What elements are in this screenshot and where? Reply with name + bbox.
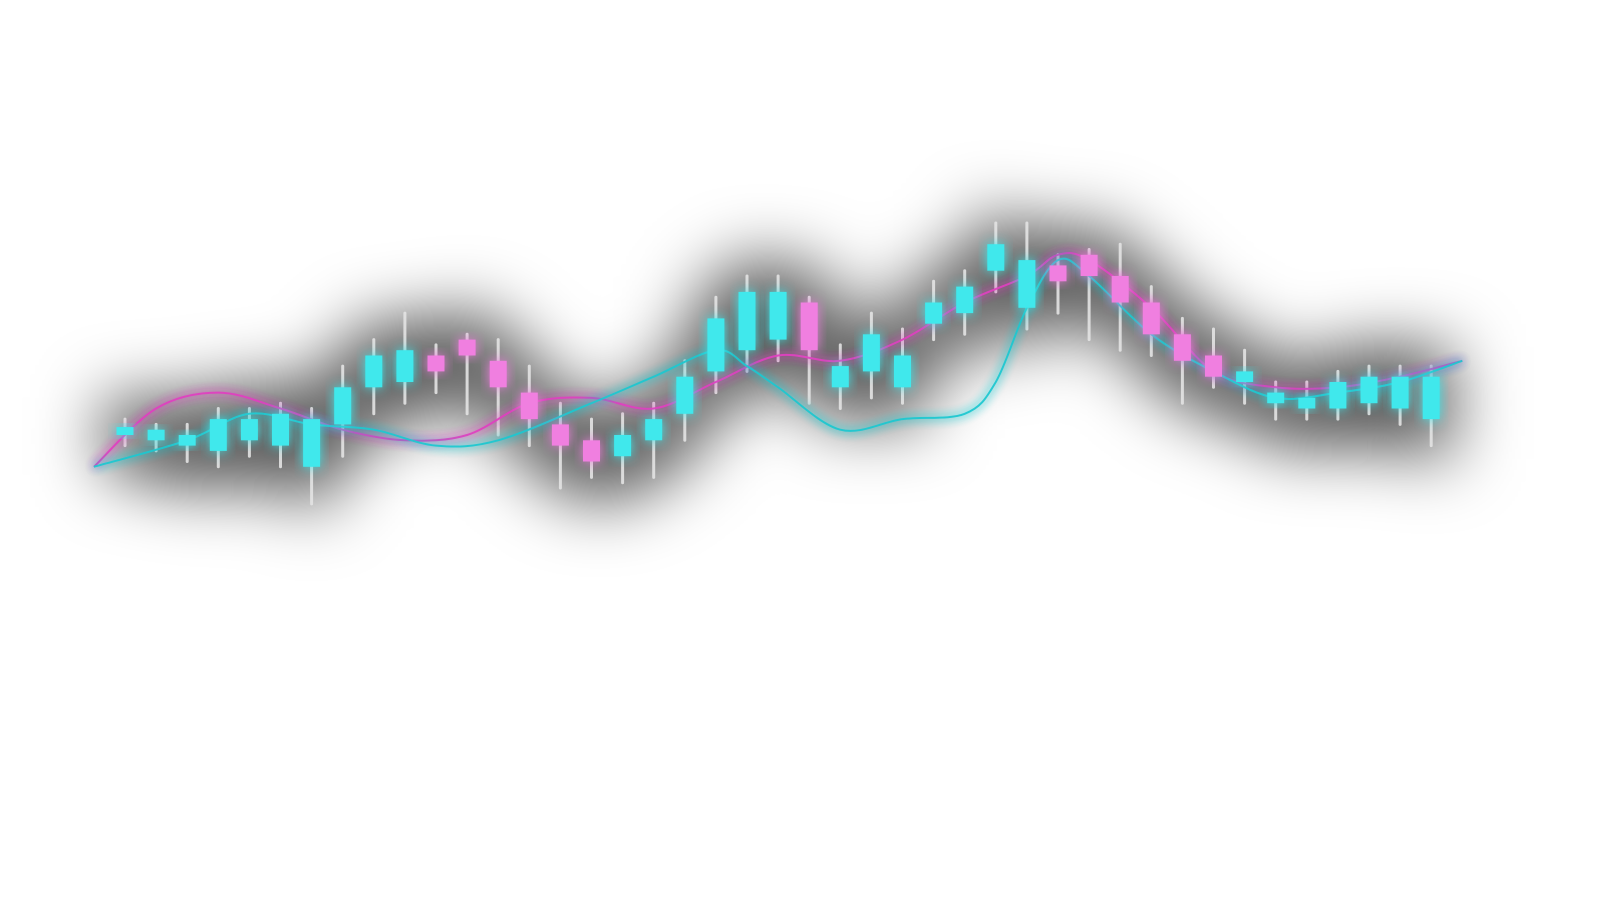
candle-body-16	[583, 440, 600, 462]
candle-body-38	[1267, 392, 1285, 404]
candle-body-6	[272, 413, 289, 446]
candle-body-42	[1391, 376, 1409, 409]
candle-body-32	[1080, 254, 1098, 276]
candle-body-5	[240, 419, 258, 441]
candle-body-4	[209, 419, 227, 451]
candle-body-10	[396, 350, 414, 382]
candle-body-layer	[116, 244, 1440, 467]
candle-body-17	[614, 435, 632, 457]
candle-body-3	[178, 435, 196, 446]
candle-body-36	[1205, 355, 1222, 377]
candle-body-31	[1049, 265, 1067, 282]
candle-body-18	[645, 419, 663, 441]
candle-body-25	[862, 334, 880, 372]
candle-body-13	[489, 360, 507, 388]
candle-body-9	[365, 355, 383, 388]
candle-body-12	[458, 339, 476, 356]
candle-body-14	[520, 392, 538, 420]
candle-body-24	[831, 366, 849, 388]
candle-body-15	[551, 424, 569, 446]
candle-body-2	[147, 429, 165, 441]
candle-body-22	[769, 291, 787, 340]
candle-body-19	[676, 376, 694, 414]
candle-body-28	[956, 286, 974, 314]
candle-body-8	[334, 387, 352, 425]
candle-body-21	[738, 291, 756, 351]
candle-body-7	[303, 419, 321, 467]
candle-body-37	[1236, 371, 1254, 382]
candle-body-41	[1360, 376, 1378, 404]
candle-body-43	[1422, 376, 1440, 420]
candle-body-20	[707, 318, 725, 372]
candle-body-34	[1142, 302, 1160, 335]
candle-body-40	[1329, 382, 1347, 409]
candle-body-39	[1298, 397, 1316, 409]
candle-body-11	[427, 355, 445, 372]
candle-body-33	[1111, 276, 1129, 303]
candle-body-23	[800, 302, 818, 351]
candle-body-26	[894, 355, 911, 388]
candle-body-35	[1173, 334, 1191, 361]
candle-body-30	[1018, 260, 1036, 308]
candle-body-1	[116, 427, 134, 435]
candle-body-29	[987, 244, 1005, 271]
candle-body-27	[925, 302, 943, 324]
